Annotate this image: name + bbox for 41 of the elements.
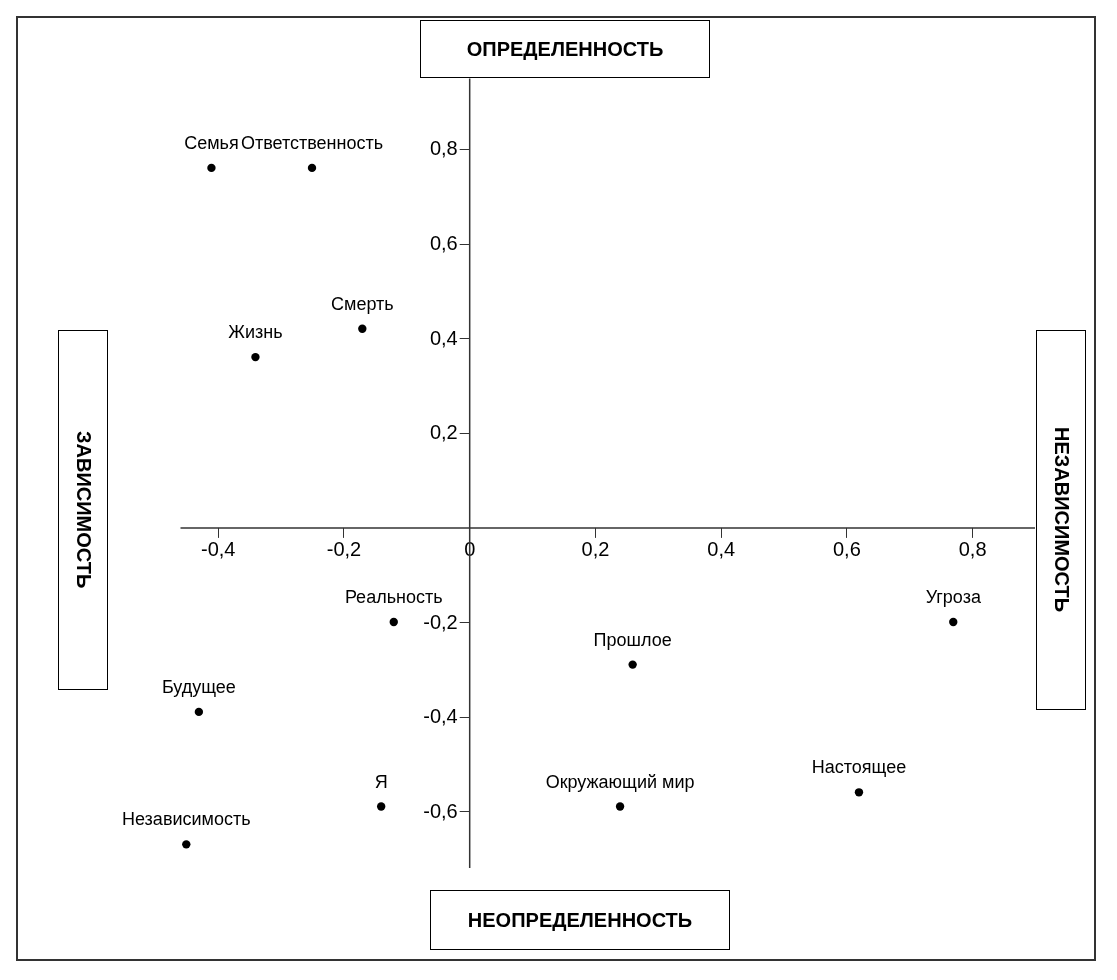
y-tick-label: 0,4 bbox=[429, 326, 458, 349]
series-label: Настоящее bbox=[811, 757, 907, 778]
text: НЕОПРЕДЕЛЕННОСТЬ bbox=[430, 890, 730, 950]
point bbox=[854, 788, 864, 797]
point bbox=[251, 352, 260, 362]
series-label: Прошлое bbox=[593, 629, 672, 650]
series-label: Окружающий мир bbox=[545, 771, 695, 792]
series-label: Жизнь bbox=[228, 322, 283, 343]
text: ЗАВИСИМОСТЬ bbox=[58, 330, 108, 690]
point bbox=[358, 324, 367, 333]
y-tick-label: 0,8 bbox=[429, 137, 458, 160]
point bbox=[376, 802, 386, 811]
x-tick-label: -0,4 bbox=[200, 537, 236, 560]
x-tick-label: 0,4 bbox=[707, 537, 736, 560]
point bbox=[628, 660, 637, 669]
series-label: Реальность bbox=[344, 587, 443, 608]
series-label: Ответственность bbox=[240, 132, 384, 153]
series-label: Угроза bbox=[925, 587, 982, 608]
series-label: Смерть bbox=[331, 293, 394, 314]
point bbox=[949, 617, 958, 627]
text: НЕЗАВИСИМОСТЬ bbox=[1036, 330, 1086, 710]
x-tick-label: -0,2 bbox=[326, 537, 362, 560]
point bbox=[307, 163, 317, 173]
series-label: Независимость bbox=[122, 809, 251, 830]
series-label: Будущее bbox=[161, 676, 236, 697]
y-tick-label: -0,2 bbox=[423, 610, 458, 633]
point bbox=[615, 802, 625, 811]
point bbox=[207, 163, 216, 173]
x-tick-label: 0,8 bbox=[958, 537, 987, 560]
y-tick-label: 0,6 bbox=[429, 232, 458, 255]
series-label: Я bbox=[374, 771, 388, 792]
text: ОПРЕДЕЛЕННОСТЬ bbox=[420, 20, 710, 78]
y-tick-label: -0,4 bbox=[423, 705, 458, 728]
point bbox=[194, 707, 204, 717]
point bbox=[182, 840, 191, 849]
y-tick-label: -0,6 bbox=[423, 799, 458, 822]
series-label: Семья bbox=[184, 132, 239, 153]
x-tick-label: 0,2 bbox=[581, 537, 610, 560]
x-tick-label: 0,6 bbox=[832, 537, 861, 560]
y-tick-label: 0,2 bbox=[429, 421, 458, 444]
point bbox=[389, 617, 398, 627]
